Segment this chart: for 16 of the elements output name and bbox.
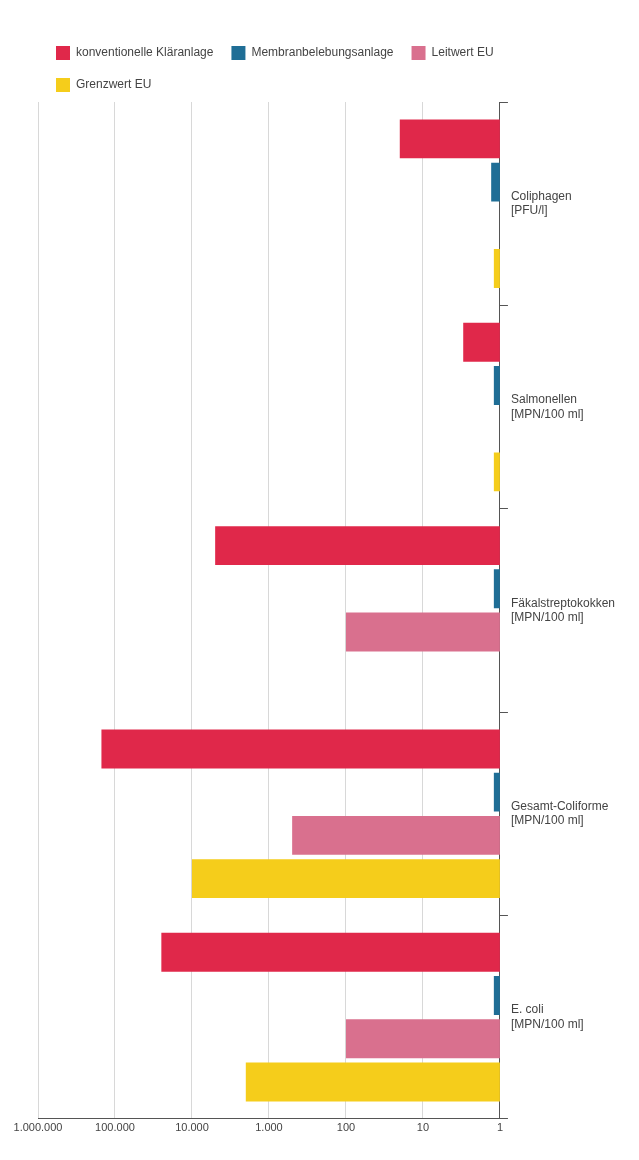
x-tick-label: 100.000 bbox=[95, 1121, 135, 1134]
legend-label: konventionelle Kläranlage bbox=[76, 45, 214, 60]
legend-label: Leitwert EU bbox=[431, 45, 494, 60]
legend-label: Membranbelebungsanlage bbox=[251, 45, 394, 60]
y-tick-label: Coliphagen [PFU/l] bbox=[510, 188, 572, 218]
x-tick-label: 100 bbox=[336, 1121, 356, 1134]
legend-label: Grenzwert EU bbox=[76, 77, 152, 92]
x-tick-label: 10.000 bbox=[175, 1121, 209, 1134]
x-tick-label: 1.000.000 bbox=[13, 1121, 63, 1134]
y-tick-label: Salmonellen [MPN/100 ml] bbox=[510, 392, 584, 421]
x-tick-label: 1.000 bbox=[255, 1121, 283, 1134]
x-tick-label: 10 bbox=[416, 1121, 430, 1134]
y-tick-label: Fäkalstreptokokken [MPN/100 ml] bbox=[510, 595, 616, 624]
x-tick-label: 1 bbox=[496, 1121, 504, 1134]
y-tick-label: Gesamt-Coliforme [MPN/100 ml] bbox=[510, 798, 609, 828]
y-tick-label: E. coli [MPN/100 ml] bbox=[510, 1002, 584, 1031]
